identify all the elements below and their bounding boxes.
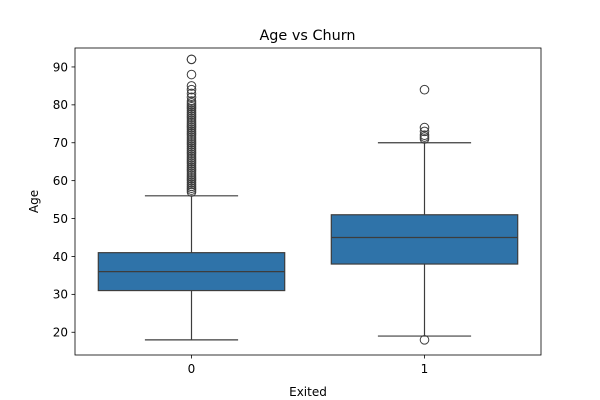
x-axis-label: Exited: [289, 385, 327, 399]
outlier-point: [186, 84, 197, 95]
outlier-point: [186, 81, 197, 91]
outlier-point: [186, 96, 197, 106]
outlier-point: [419, 126, 430, 137]
chart-title: Age vs Churn: [259, 28, 355, 44]
plot-area: [97, 54, 519, 345]
outlier-point: [419, 130, 430, 140]
y-axis-label: Age: [27, 190, 41, 213]
outlier-point: [186, 54, 197, 65]
y-axis: 20 30 40 50 60 70 80 90: [53, 60, 75, 340]
outlier-point: [419, 84, 430, 95]
outlier-point: [419, 335, 430, 345]
y-tick-label: 20: [53, 326, 68, 340]
outlier-point: [186, 69, 197, 80]
x-tick-label: 1: [421, 362, 429, 376]
y-tick-label: 60: [53, 174, 68, 188]
box-group-1: [330, 84, 519, 345]
iqr-box: [330, 214, 519, 265]
y-tick-label: 50: [53, 212, 68, 226]
outlier-point: [186, 92, 197, 103]
axes-frame: [74, 47, 542, 356]
outlier-point: [186, 88, 197, 99]
y-tick-label: 70: [53, 136, 68, 150]
y-tick-label: 30: [53, 288, 68, 302]
y-tick-label: 90: [53, 60, 68, 74]
y-tick-label: 80: [53, 98, 68, 112]
y-tick-label: 40: [53, 250, 68, 264]
outlier-point: [419, 122, 430, 133]
box-group-0: [97, 54, 286, 341]
x-tick-label: 0: [188, 362, 196, 376]
